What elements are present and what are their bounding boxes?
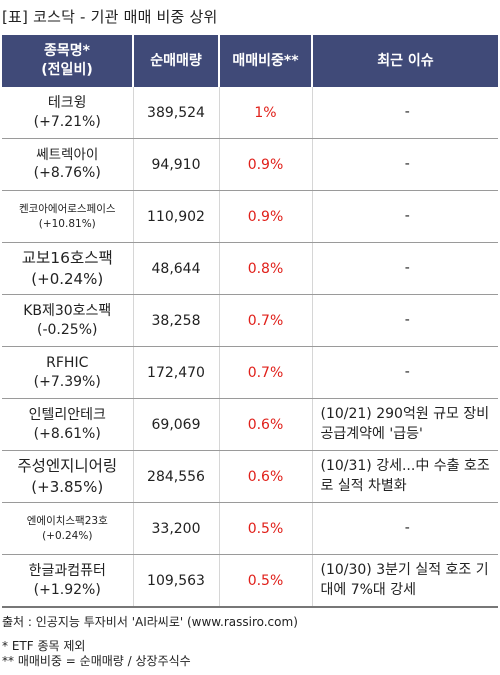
table-title: [표] 코스닥 - 기관 매매 비중 상위 bbox=[2, 8, 218, 26]
stock-name-cell: 교보16호스팩 (+0.24%) bbox=[2, 242, 134, 295]
stock-name-cell: 켄코아에어로스페이스 (+10.81%) bbox=[2, 190, 134, 243]
header-name-line1: 종목명* bbox=[44, 43, 90, 60]
recent-issue: (10/31) 강세...中 수출 호조로 실적 차별화 bbox=[312, 450, 498, 503]
recent-issue: - bbox=[312, 190, 498, 243]
recent-issue: - bbox=[312, 138, 498, 191]
stock-name: 한글과컴퓨터 bbox=[28, 562, 106, 579]
table-row: 한글과컴퓨터 (+1.92%) 109,563 0.5% (10/30) 3분기… bbox=[2, 554, 498, 608]
stock-name-cell: 한글과컴퓨터 (+1.92%) bbox=[2, 554, 134, 608]
source-note: 출처 : 인공지능 투자비서 'AI라씨로' (www.rassiro.com) bbox=[2, 615, 298, 629]
table-row: 인텔리안테크 (+8.61%) 69,069 0.6% (10/21) 290억… bbox=[2, 398, 498, 451]
trade-ratio: 0.8% bbox=[219, 242, 313, 295]
net-volume: 33,200 bbox=[133, 502, 220, 555]
trade-ratio: 0.7% bbox=[219, 294, 313, 347]
stock-name: 켄코아에어로스페이스 bbox=[18, 203, 116, 216]
stock-name: 엔에이치스팩23호 bbox=[26, 515, 108, 528]
trade-ratio: 0.6% bbox=[219, 450, 313, 503]
stock-name-cell: 엔에이치스팩23호 (+0.24%) bbox=[2, 502, 134, 555]
trade-ratio: 1% bbox=[219, 87, 313, 139]
stock-name-cell: RFHIC (+7.39%) bbox=[2, 346, 134, 399]
table-row: 쎄트렉아이 (+8.76%) 94,910 0.9% - bbox=[2, 138, 498, 191]
header-name-line2: (전일비) bbox=[41, 62, 93, 78]
recent-issue: - bbox=[312, 294, 498, 347]
stock-name: 인텔리안테크 bbox=[28, 406, 106, 423]
header-volume: 순매매량 bbox=[133, 35, 220, 87]
trade-ratio: 0.9% bbox=[219, 190, 313, 243]
institution-trading-table: 종목명* (전일비) 순매매량 매매비중** 최근 이슈 테크윙 (+7.21%… bbox=[2, 35, 498, 608]
net-volume: 284,556 bbox=[133, 450, 220, 503]
stock-name: KB제30호스팩 bbox=[23, 302, 112, 319]
stock-change: (+7.39%) bbox=[33, 373, 101, 390]
net-volume: 110,902 bbox=[133, 190, 220, 243]
stock-name: 교보16호스팩 bbox=[21, 248, 113, 267]
header-ratio: 매매비중** bbox=[219, 35, 313, 87]
stock-name-cell: 쎄트렉아이 (+8.76%) bbox=[2, 138, 134, 191]
stock-change: (+10.81%) bbox=[38, 217, 96, 230]
net-volume: 109,563 bbox=[133, 554, 220, 608]
recent-issue: - bbox=[312, 87, 498, 139]
table-row: 주성엔지니어링 (+3.85%) 284,556 0.6% (10/31) 강세… bbox=[2, 450, 498, 503]
stock-name-cell: KB제30호스팩 (-0.25%) bbox=[2, 294, 134, 347]
header-row: 종목명* (전일비) 순매매량 매매비중** 최근 이슈 bbox=[2, 35, 498, 87]
footnote-etf: * ETF 종목 제외 bbox=[2, 639, 86, 653]
stock-change: (+8.61%) bbox=[33, 425, 101, 442]
trade-ratio: 0.5% bbox=[219, 502, 313, 555]
table-row: 켄코아에어로스페이스 (+10.81%) 110,902 0.9% - bbox=[2, 190, 498, 243]
net-volume: 38,258 bbox=[133, 294, 220, 347]
stock-change: (+3.85%) bbox=[31, 477, 104, 496]
stock-name-cell: 인텔리안테크 (+8.61%) bbox=[2, 398, 134, 451]
net-volume: 69,069 bbox=[133, 398, 220, 451]
stock-name: 테크윙 bbox=[47, 94, 87, 111]
trade-ratio: 0.9% bbox=[219, 138, 313, 191]
net-volume: 48,644 bbox=[133, 242, 220, 295]
table-row: 교보16호스팩 (+0.24%) 48,644 0.8% - bbox=[2, 242, 498, 295]
stock-name-cell: 주성엔지니어링 (+3.85%) bbox=[2, 450, 134, 503]
trade-ratio: 0.6% bbox=[219, 398, 313, 451]
stock-name: 쎄트렉아이 bbox=[36, 146, 99, 163]
stock-name: 주성엔지니어링 bbox=[17, 456, 118, 475]
trade-ratio: 0.5% bbox=[219, 554, 313, 608]
recent-issue: (10/30) 3분기 실적 호조 기대에 7%대 강세 bbox=[312, 554, 498, 608]
net-volume: 94,910 bbox=[133, 138, 220, 191]
header-issue: 최근 이슈 bbox=[312, 35, 498, 87]
stock-change: (+7.21%) bbox=[33, 113, 101, 130]
recent-issue: - bbox=[312, 346, 498, 399]
net-volume: 172,470 bbox=[133, 346, 220, 399]
trade-ratio: 0.7% bbox=[219, 346, 313, 399]
footnote-ratio: ** 매매비중 = 순매매량 / 상장주식수 bbox=[2, 654, 191, 668]
stock-change: (+0.24%) bbox=[42, 529, 93, 542]
table-row: KB제30호스팩 (-0.25%) 38,258 0.7% - bbox=[2, 294, 498, 347]
table-row: 테크윙 (+7.21%) 389,524 1% - bbox=[2, 87, 498, 139]
stock-change: (+1.92%) bbox=[33, 581, 101, 598]
header-name: 종목명* (전일비) bbox=[2, 35, 134, 87]
recent-issue: (10/21) 290억원 규모 장비 공급계약에 '급등' bbox=[312, 398, 498, 451]
stock-change: (+8.76%) bbox=[33, 165, 101, 182]
stock-name-cell: 테크윙 (+7.21%) bbox=[2, 87, 134, 139]
table-row: RFHIC (+7.39%) 172,470 0.7% - bbox=[2, 346, 498, 399]
recent-issue: - bbox=[312, 242, 498, 295]
stock-name: RFHIC bbox=[46, 354, 89, 371]
table-row: 엔에이치스팩23호 (+0.24%) 33,200 0.5% - bbox=[2, 502, 498, 555]
net-volume: 389,524 bbox=[133, 87, 220, 139]
recent-issue: - bbox=[312, 502, 498, 555]
stock-change: (+0.24%) bbox=[31, 269, 104, 288]
stock-change: (-0.25%) bbox=[37, 321, 98, 338]
